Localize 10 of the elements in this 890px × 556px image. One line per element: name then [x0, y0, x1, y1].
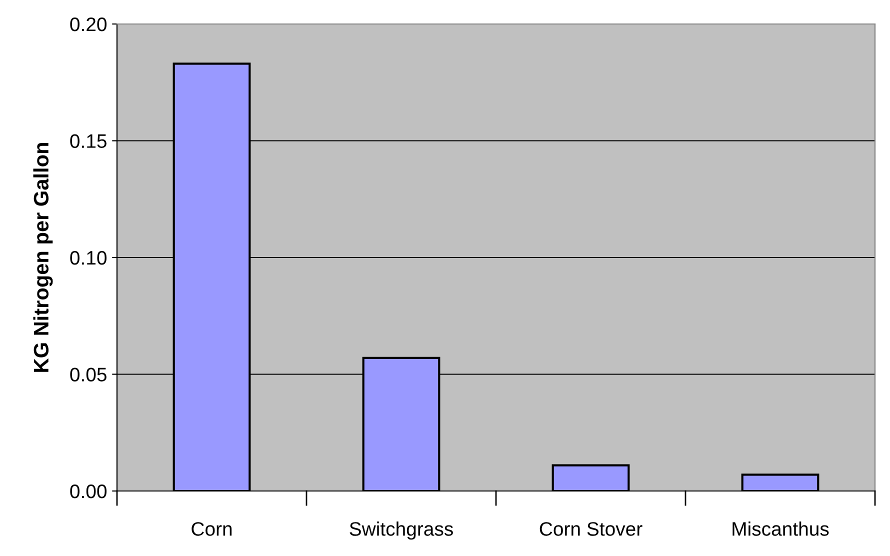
x-tick-label: Corn Stover [540, 522, 642, 536]
y-tick-label: 0.20 [70, 17, 107, 32]
x-tick-label: Miscanthus [732, 522, 829, 536]
y-tick-label: 0.10 [70, 250, 107, 265]
y-tick-label: 0.15 [70, 134, 106, 148]
y-axis-title: KG Nitrogen per Gallon [33, 143, 53, 372]
x-tick-label: Corn [192, 522, 232, 536]
y-tick-label: 0.05 [70, 368, 106, 382]
y-tick-label: 0.00 [70, 484, 107, 498]
x-tick-label: Switchgrass [350, 522, 453, 540]
